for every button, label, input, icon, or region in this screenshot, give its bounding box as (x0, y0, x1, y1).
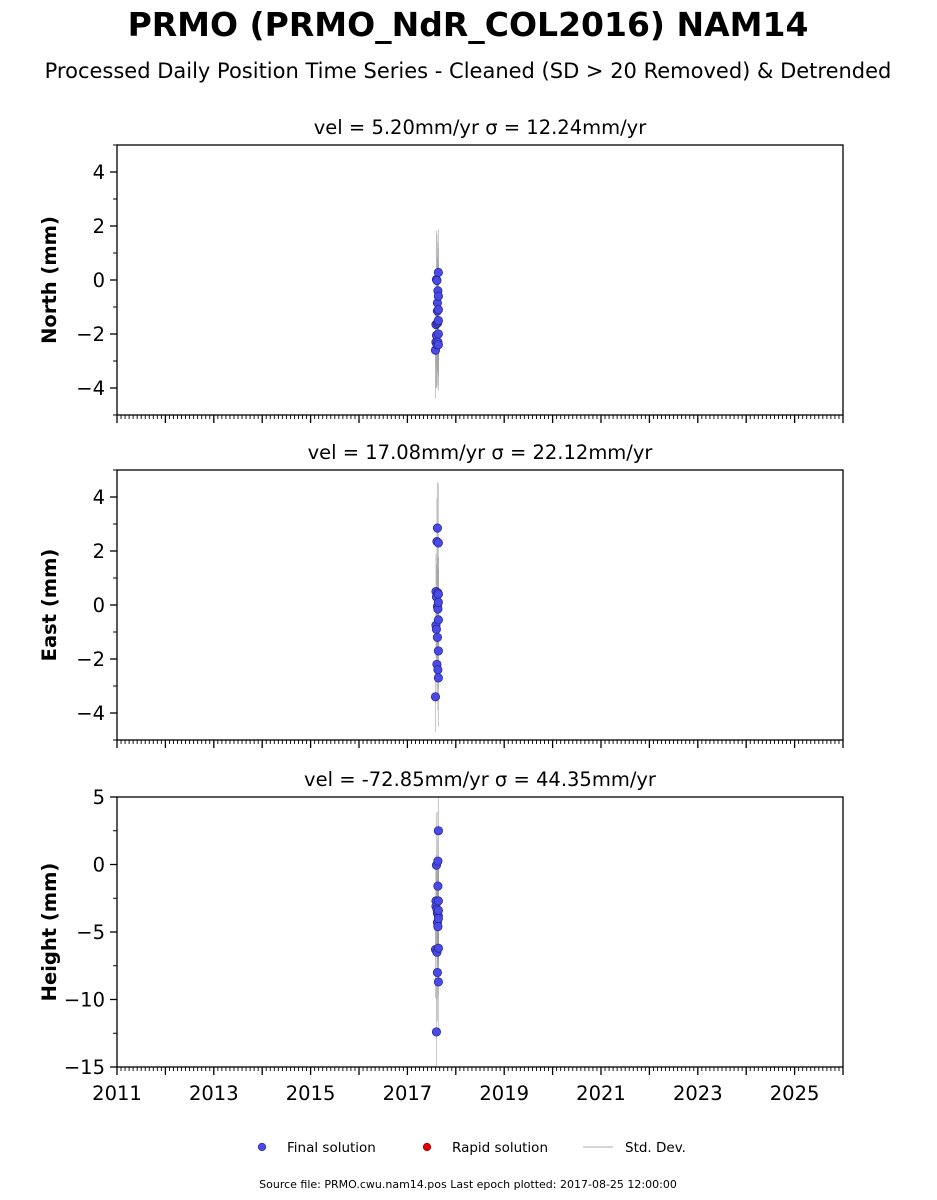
data-point (433, 538, 443, 548)
plot-frame (116, 469, 844, 741)
legend-label: Rapid solution (452, 1140, 548, 1156)
data-point (433, 913, 443, 924)
figure-subtitle: Processed Daily Position Time Series - C… (45, 59, 892, 83)
x-tick-label: 2015 (286, 1082, 336, 1105)
y-tick-label: −10 (64, 989, 105, 1012)
data-point (430, 692, 441, 702)
panel-1: vel = 5.20mm/yr σ = 12.24mm/yr −4 −2 0 2 4 Nor… (38, 116, 844, 423)
data-point (433, 329, 443, 339)
legend-item: Rapid solution (422, 1140, 548, 1156)
source-footer: Source file: PRMO.cwu.nam14.pos Last epo… (259, 1178, 677, 1191)
data-point (432, 523, 442, 533)
y-tick-label: −15 (64, 1056, 105, 1079)
x-tick-label: 2019 (479, 1082, 529, 1105)
data-point (431, 1027, 441, 1037)
panel-2: vel = 17.08mm/yr σ = 22.12mm/yr −4 −2 0 2 4 Ea… (38, 441, 844, 748)
data-point (433, 977, 443, 987)
y-tick-label: 0 (93, 854, 105, 877)
y-tick-label: −4 (76, 377, 105, 400)
y-tick-label: 4 (93, 161, 105, 184)
x-tick-label: 2025 (770, 1082, 820, 1105)
data-point (433, 943, 443, 953)
data-point (431, 624, 441, 634)
data-point (433, 340, 443, 350)
y-axis-label: North (mm) (38, 216, 61, 344)
x-tick-label: 2023 (673, 1082, 723, 1105)
data-point (433, 856, 443, 866)
data-point (433, 589, 443, 599)
data-point (433, 896, 443, 906)
y-tick-label: 4 (93, 486, 105, 509)
x-tick-label: 2011 (92, 1082, 142, 1105)
y-tick-label: −4 (76, 702, 105, 725)
x-tick-label: 2017 (383, 1082, 433, 1105)
data-point (433, 665, 443, 675)
data-point (433, 905, 443, 915)
data-point (433, 315, 443, 326)
legend-item: Std. Dev. (583, 1140, 686, 1156)
data-point (433, 881, 443, 891)
y-tick-label: 2 (93, 215, 105, 238)
legend-marker (422, 1142, 432, 1152)
legend: Final solution Rapid solution Std. Dev. (257, 1140, 686, 1156)
plot-frame (116, 144, 844, 416)
plot-panels: vel = 5.20mm/yr σ = 12.24mm/yr −4 −2 0 2 4 Nor… (38, 116, 844, 1105)
data-point (432, 632, 442, 642)
y-axis-label: East (mm) (38, 549, 61, 662)
y-tick-label: 5 (93, 786, 105, 809)
y-tick-label: 2 (93, 540, 105, 563)
panel-title: vel = -72.85mm/yr σ = 44.35mm/yr (304, 768, 657, 791)
data-point (433, 267, 443, 277)
legend-label: Final solution (287, 1140, 376, 1156)
data-point (433, 826, 443, 836)
data-point (433, 615, 443, 625)
y-axis-label: Height (mm) (38, 863, 61, 1002)
panel-3: vel = -72.85mm/yr σ = 44.35mm/yr −15 −10 −5… (38, 768, 844, 1105)
data-point (433, 291, 443, 301)
data-point (433, 646, 443, 656)
data-point (433, 305, 443, 315)
x-tick-label: 2021 (576, 1082, 626, 1105)
plot-frame (116, 796, 844, 1068)
panel-title: vel = 5.20mm/yr σ = 12.24mm/yr (314, 116, 647, 139)
y-tick-label: 0 (93, 269, 105, 292)
data-point (432, 275, 442, 286)
y-tick-label: −2 (76, 648, 105, 671)
data-point (433, 673, 443, 683)
data-point (432, 967, 442, 978)
y-tick-label: 0 (93, 594, 105, 617)
panel-title: vel = 17.08mm/yr σ = 22.12mm/yr (308, 441, 654, 464)
legend-label: Std. Dev. (625, 1140, 686, 1156)
legend-item: Final solution (257, 1140, 376, 1156)
y-tick-label: −2 (76, 323, 105, 346)
data-point (433, 597, 443, 607)
y-tick-label: −5 (76, 921, 105, 944)
figure-title: PRMO (PRMO_NdR_COL2016) NAM14 (128, 5, 809, 44)
data-point (433, 922, 443, 932)
x-tick-label: 2013 (189, 1082, 239, 1105)
legend-marker (257, 1142, 267, 1152)
